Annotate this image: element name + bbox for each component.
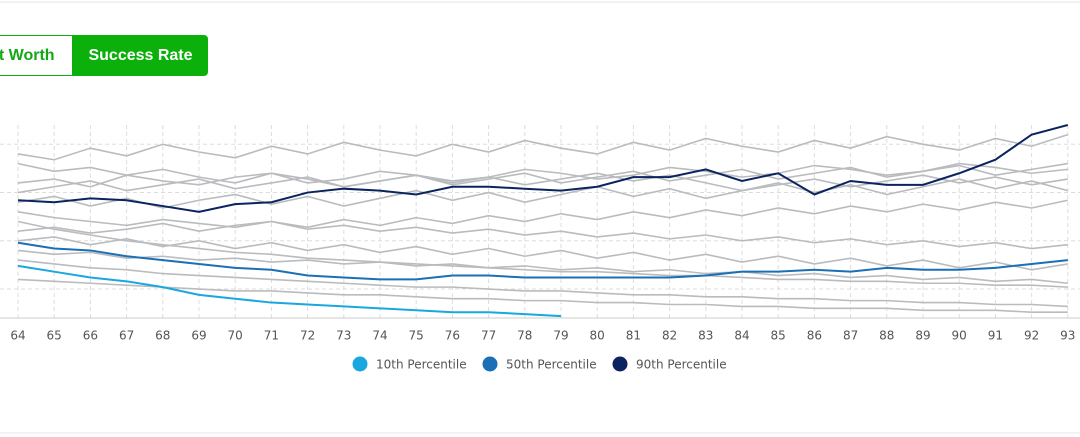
x-tick-label: 93 (1060, 329, 1075, 343)
simulation-line (17, 278, 1068, 314)
x-tick-label: 77 (481, 329, 496, 343)
x-tick-label: 68 (155, 329, 170, 343)
legend-label: 50th Percentile (506, 358, 597, 372)
x-tick-label: 91 (988, 329, 1003, 343)
x-tick-label: 90 (952, 329, 967, 343)
legend-swatch (352, 356, 368, 372)
x-tick-label: 78 (517, 329, 532, 343)
x-tick-label: 92 (1024, 329, 1039, 343)
x-tick-label: 73 (336, 329, 351, 343)
simulation-line (17, 211, 1068, 250)
x-tick-label: 85 (771, 329, 786, 343)
legend-label: 90th Percentile (636, 358, 727, 372)
x-tick-label: 72 (300, 329, 315, 343)
x-tick-label: 69 (191, 329, 206, 343)
x-tick-label: 84 (734, 329, 749, 343)
tab[interactable]: Net Worth (0, 35, 73, 76)
x-tick-label: 75 (409, 329, 424, 343)
percentile-line (17, 264, 562, 318)
x-tick-label: 66 (83, 329, 98, 343)
x-tick-label: 80 (590, 329, 605, 343)
simulation-line (17, 162, 1068, 194)
x-tick-label: 87 (843, 329, 858, 343)
simulation-line (17, 199, 1068, 234)
x-tick-label: 67 (119, 329, 134, 343)
simulation-line (17, 162, 1068, 188)
x-tick-label: 82 (662, 329, 677, 343)
x-tick-label: 86 (807, 329, 822, 343)
simulation-line (17, 236, 1068, 271)
simulation-line (17, 249, 1068, 285)
x-tick-label: 65 (47, 329, 62, 343)
x-tick-label: 81 (626, 329, 641, 343)
simulation-line (17, 133, 1069, 161)
legend-swatch (482, 356, 498, 372)
legend-swatch (612, 356, 628, 372)
x-tick-label: 88 (879, 329, 894, 343)
simulation-line (17, 178, 1069, 209)
percentile-line (17, 124, 1069, 213)
simulation-line (17, 259, 1068, 308)
x-tick-label: 70 (228, 329, 243, 343)
x-tick-label: 79 (553, 329, 568, 343)
simulation-line (17, 220, 1068, 288)
tab-active[interactable]: Success Rate (73, 35, 208, 76)
x-tick-label: 83 (698, 329, 713, 343)
x-tick-label: 71 (264, 329, 279, 343)
x-tick-label: 64 (10, 329, 25, 343)
x-tick-label: 76 (445, 329, 460, 343)
simulation-line (17, 162, 1068, 192)
x-tick-label: 89 (915, 329, 930, 343)
legend-label: 10th Percentile (376, 358, 467, 372)
x-tick-label: 74 (372, 329, 387, 343)
percentile-line (17, 241, 1068, 281)
